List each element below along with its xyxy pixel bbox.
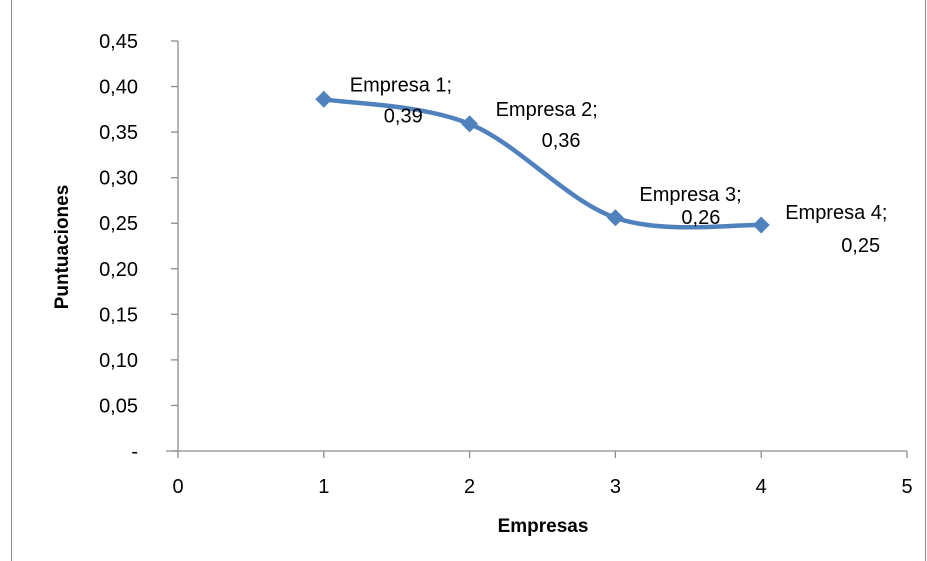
data-point-marker [461, 115, 479, 133]
y-tick-label: - [131, 441, 138, 463]
series-line [321, 97, 764, 230]
data-point-marker [752, 216, 770, 234]
x-tick-label: 3 [610, 476, 621, 498]
y-tick-label: 0,20 [99, 259, 138, 281]
y-tick-label: 0,30 [99, 168, 138, 190]
y-tick-label: 0,10 [99, 350, 138, 372]
data-label-value: 0,39 [384, 105, 423, 127]
y-tick-label: 0,05 [99, 395, 138, 417]
data-label-value: 0,25 [841, 235, 880, 257]
y-axis-title: Puntuaciones [52, 185, 73, 310]
data-label-name: Empresa 3; [639, 184, 741, 206]
y-tick-label: 0,45 [99, 31, 138, 53]
y-tick-label: 0,15 [99, 304, 138, 326]
y-axis-ticks: - 0,05 0,10 0,15 0,20 0,25 0,30 0,35 0,40 0,45 [99, 31, 178, 463]
axes [166, 41, 907, 452]
x-tick-label: 0 [172, 476, 183, 498]
x-tick-label: 4 [756, 476, 767, 498]
x-tick-label: 2 [464, 476, 475, 498]
y-tick-label: 0,35 [99, 122, 138, 144]
y-tick-label: 0,25 [99, 213, 138, 235]
x-tick-label: 1 [318, 476, 329, 498]
x-tick-label: 5 [901, 476, 912, 498]
data-point-marker [315, 90, 333, 108]
data-label-value: 0,36 [542, 130, 581, 152]
x-axis-ticks: 0 1 2 3 4 5 [172, 451, 913, 498]
chart-border-left [11, 0, 12, 561]
chart-border-right [925, 0, 926, 561]
data-label-name: Empresa 2; [496, 99, 598, 121]
data-label-name: Empresa 4; [785, 202, 887, 224]
x-axis-title: Empresas [498, 516, 589, 537]
series-group [315, 90, 770, 234]
y-tick-label: 0,40 [99, 77, 138, 99]
data-point-marker [606, 209, 624, 227]
data-label-name: Empresa 1; [350, 74, 452, 96]
data-label-value: 0,26 [681, 207, 720, 229]
